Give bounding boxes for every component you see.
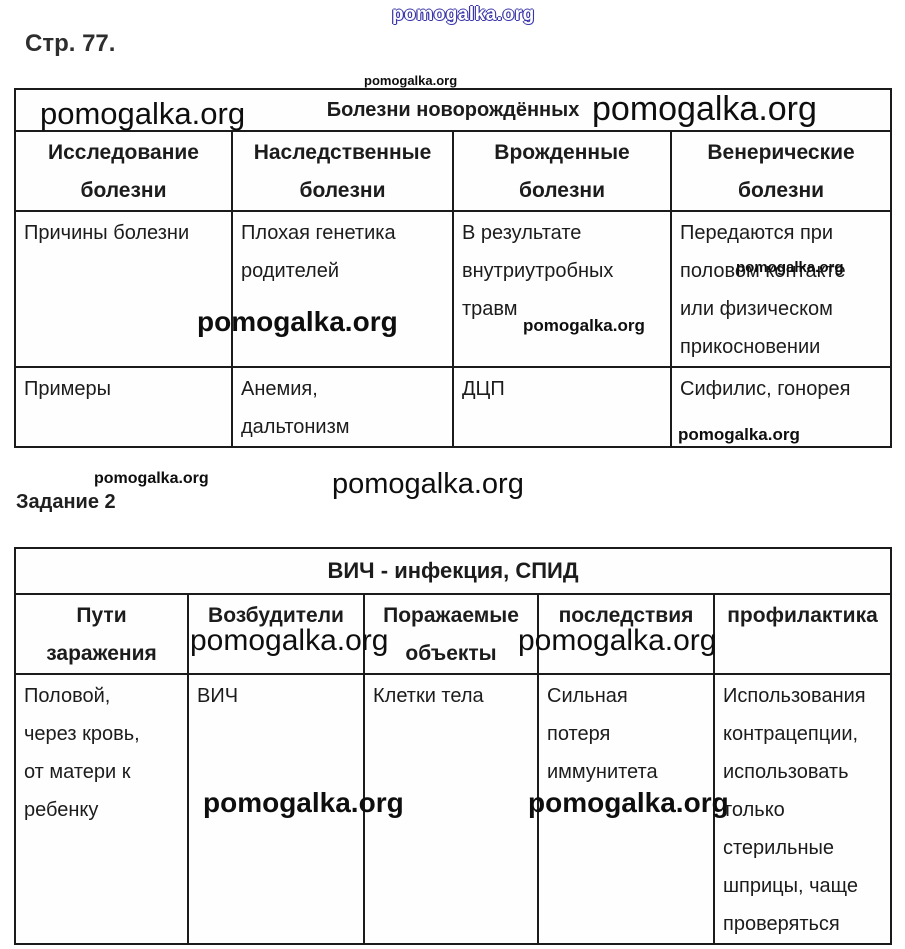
watermark-table2-body-col2: pomogalka.org: [203, 787, 404, 818]
table2-header-prevention: профилактика: [712, 593, 893, 675]
watermark-table1-title-left: pomogalka.org: [40, 96, 246, 131]
hiv-aids-table: ВИЧ - инфекция, СПИД Пути заражения Возб…: [13, 547, 893, 945]
table2-cell-consequences: Сильная потеря иммунитета: [537, 673, 715, 945]
watermark-table1-title-right: pomogalka.org: [592, 90, 817, 128]
table1-cell-causes-hereditary: Плохая генетика родителей: [231, 210, 454, 368]
table2-header-pathogens: Возбудители: [187, 593, 365, 675]
table2-cell-targets: Клетки тела: [363, 673, 539, 945]
table2-cell-pathogens: ВИЧ: [187, 673, 365, 945]
table2-title: ВИЧ - инфекция, СПИД: [13, 547, 893, 595]
table-header-row: Пути заражения Возбудители Поражаемые об…: [14, 593, 893, 675]
watermark-middle-large: pomogalka.org: [332, 468, 524, 500]
table2-cell-prevention: Использования контрацепции, использовать…: [712, 673, 893, 945]
watermark-table2-header-col2: pomogalka.org: [190, 624, 389, 657]
table1-header-hereditary: Наследственные болезни: [231, 130, 454, 212]
table2-header-targets: Поражаемые объекты: [363, 593, 539, 675]
table-row: Примеры Анемия, дальтонизм ДЦП Сифилис, …: [14, 366, 893, 448]
table1-cell-causes-venereal: Передаются при половом контакте или физи…: [669, 210, 893, 368]
table1-cell-causes-label: Причины болезни: [14, 210, 233, 368]
table2-header-transmission: Пути заражения: [14, 593, 189, 675]
table1-header-research: Исследование болезни: [14, 130, 233, 212]
watermark-table2-body-col4: pomogalka.org: [528, 787, 729, 818]
watermark-above-table1: pomogalka.org: [364, 73, 458, 88]
table-row: Причины болезни Плохая генетика родителе…: [14, 210, 893, 368]
task-2-heading: Задание 2: [16, 491, 116, 513]
table1-cell-examples-venereal: Сифилис, гонорея: [669, 366, 893, 448]
table1-cell-causes-congenital: В результате внутриутробных травм: [452, 210, 672, 368]
newborn-diseases-table: Болезни новорождённых Исследование болез…: [13, 88, 893, 448]
watermark-table1-row1-col4: pomogalka.org: [736, 259, 844, 276]
table1-cell-examples-congenital: ДЦП: [452, 366, 672, 448]
table1-cell-examples-hereditary: Анемия, дальтонизм: [231, 366, 454, 448]
page-number-heading: Стр. 77.: [25, 30, 116, 57]
table1-header-congenital: Врожденные болезни: [452, 130, 672, 212]
watermark-top-blue: pomogalka.org: [392, 4, 535, 25]
table2-header-consequences: последствия: [537, 593, 715, 675]
table2-cell-transmission: Половой, через кровь, от матери к ребенк…: [14, 673, 189, 945]
table-title-row: ВИЧ - инфекция, СПИД: [13, 547, 893, 595]
table1-cell-examples-label: Примеры: [14, 366, 233, 448]
watermark-table1-bottom: pomogalka.org: [678, 425, 800, 444]
table-row: Половой, через кровь, от матери к ребенк…: [14, 673, 893, 945]
watermark-above-task2: pomogalka.org: [94, 470, 209, 487]
table1-title: Болезни новорождённых: [13, 88, 893, 132]
watermark-table1-row1-col3: pomogalka.org: [523, 316, 645, 335]
table-title-row: Болезни новорождённых: [13, 88, 893, 132]
table-header-row: Исследование болезни Наследственные боле…: [14, 130, 893, 212]
table1-header-venereal: Венерические болезни: [669, 130, 893, 212]
watermark-table1-row1-col2: pomogalka.org: [197, 306, 398, 337]
watermark-table2-header-col4: pomogalka.org: [518, 624, 717, 657]
